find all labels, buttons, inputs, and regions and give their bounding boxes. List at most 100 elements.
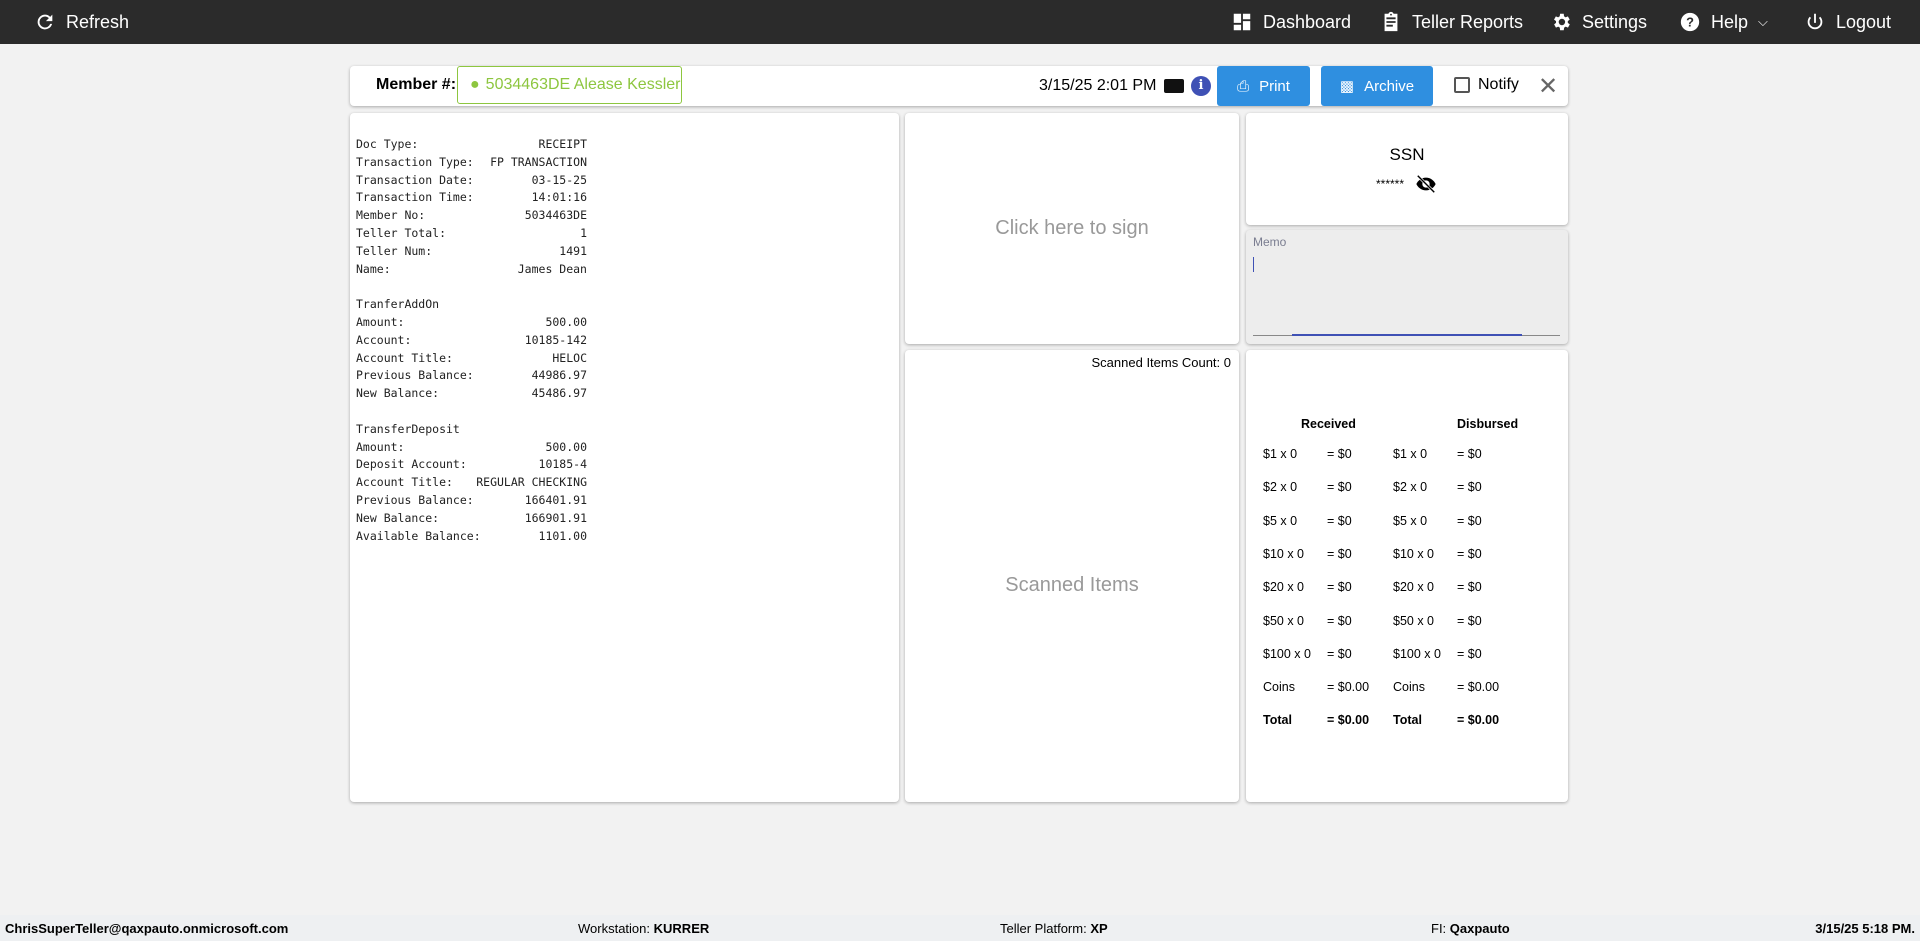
receipt-row: Amount: 500.00 — [356, 440, 587, 458]
receipt-row: Amount: 500.00 — [356, 315, 587, 333]
receipt-row: Available Balance: 1101.00 — [356, 529, 587, 547]
receipt-label: Account Title: — [356, 475, 453, 490]
receipt-label: Deposit Account: — [356, 457, 467, 472]
member-field[interactable]: ● 5034463DE Alease Kessler — [457, 66, 682, 104]
platform-value: XP — [1090, 921, 1108, 936]
received-amount: = $0 — [1327, 646, 1352, 661]
received-denomination: $10 x 0 — [1263, 546, 1305, 561]
disbursed-amount: = $0.00 — [1457, 680, 1500, 695]
receipt-value: 166401.91 — [524, 492, 587, 507]
receipt-value: 1491 — [559, 243, 587, 258]
dashboard-icon — [1233, 13, 1251, 31]
receipt-label: Previous Balance: — [356, 492, 474, 507]
workstation-label: Workstation: — [578, 921, 651, 936]
disbursed-amount: = $0.00 — [1457, 713, 1500, 728]
chevron-down-icon: ⌵ — [1758, 14, 1768, 29]
printer-icon: ⎙ — [1237, 77, 1250, 95]
logout-label: Logout — [1836, 11, 1892, 32]
receipt-value: HELOC — [552, 350, 587, 365]
receipt-label: Previous Balance: — [356, 368, 474, 383]
receipt-label: TransferDeposit — [356, 421, 460, 436]
receipt-row: Doc Type: RECEIPT — [356, 137, 587, 155]
receipt-label: Transaction Time: — [356, 190, 474, 205]
receipt-label: Teller Num: — [356, 243, 433, 258]
receipt-value: REGULAR CHECKING — [476, 475, 587, 490]
dashboard-label: Dashboard — [1263, 11, 1352, 32]
received-denomination: $5 x 0 — [1263, 513, 1298, 528]
disbursed-denomination: $10 x 0 — [1393, 546, 1435, 561]
gear-icon — [1554, 13, 1570, 31]
receipt-row: TransferDeposit — [356, 422, 587, 440]
receipt-row: Teller Num: 1491 — [356, 244, 587, 262]
help-icon: ? — [1680, 12, 1700, 32]
disbursed-denomination: $2 x 0 — [1393, 480, 1428, 495]
receipt-row: Previous Balance: 44986.97 — [356, 368, 587, 386]
member-value: 5034463DE Alease Kessler — [485, 76, 681, 93]
receipt-label: Available Balance: — [356, 528, 481, 543]
receipt-row: Transaction Type: FP TRANSACTION — [356, 155, 587, 173]
status-bar: ChrisSuperTeller@qaxpauto.onmicrosoft.co… — [0, 915, 1920, 941]
cash-summary-panel: Received Disbursed $1 x 0 = $0 $2 x 0 = $0 $… — [1246, 350, 1568, 802]
receipt-panel: Doc Type: RECEIPT Transaction Type: FP TRAN… — [350, 113, 899, 802]
archive-button[interactable]: ▩ Archive — [1321, 66, 1433, 106]
refresh-label: Refresh — [66, 11, 130, 32]
receipt-label: Amount: — [356, 314, 405, 329]
receipt-value: 1101.00 — [538, 528, 587, 543]
refresh-icon — [37, 14, 53, 30]
info-icon[interactable]: i — [1191, 76, 1211, 96]
user-icon: ● — [470, 76, 480, 93]
footer-fi: FI: Qaxpauto — [1431, 921, 1510, 936]
fi-label: FI: — [1431, 921, 1447, 936]
teller-reports-link[interactable]: Teller Reports — [1380, 0, 1523, 44]
notify-checkbox[interactable]: Notify — [1454, 76, 1519, 94]
receipt-spacer — [356, 404, 899, 422]
receipt-value: 500.00 — [545, 439, 587, 454]
footer-datetime: 3/15/25 5:18 PM. — [1815, 921, 1915, 936]
receipt-value: 1 — [580, 225, 587, 240]
receipt-label: Doc Type: — [356, 137, 419, 151]
svg-text:?: ? — [1686, 15, 1694, 30]
receipt-value: 10185-142 — [524, 332, 587, 347]
memo-field[interactable]: Memo — [1246, 230, 1568, 344]
settings-link[interactable]: Settings — [1550, 0, 1647, 44]
memo-focus-bar — [1292, 334, 1522, 336]
refresh-button[interactable]: Refresh — [34, 0, 129, 44]
received-amount: = $0 — [1327, 613, 1352, 628]
receipt-value: 03-15-25 — [531, 172, 587, 187]
scanned-items-title: Scanned Items — [1005, 574, 1139, 596]
receipt-row: Member No: 5034463DE — [356, 208, 587, 226]
memo-label: Memo — [1253, 235, 1287, 249]
received-header: Received — [1301, 417, 1356, 431]
ssn-panel: SSN ****** — [1246, 113, 1568, 225]
received-amount: = $0 — [1327, 513, 1352, 528]
receipt-label: Transaction Type: — [356, 154, 474, 169]
receipt-row: Name: James Dean — [356, 262, 587, 280]
received-amount: = $0 — [1327, 580, 1352, 595]
signature-pad[interactable]: Click here to sign — [905, 113, 1239, 344]
scanned-items-panel: Scanned Items Count: 0 Scanned Items — [905, 350, 1239, 802]
clipboard-icon — [1384, 11, 1398, 32]
disbursed-denomination: Total — [1393, 713, 1422, 728]
received-denomination: $20 x 0 — [1263, 580, 1305, 595]
disbursed-amount: = $0 — [1457, 580, 1482, 595]
receipt-label: Account: — [356, 332, 412, 347]
receipt-value: 14:01:16 — [531, 190, 587, 205]
text-cursor — [1253, 257, 1254, 272]
receipt-label: TranferAddOn — [356, 297, 440, 312]
logout-button[interactable]: Logout — [1804, 0, 1891, 44]
print-button[interactable]: ⎙ Print — [1217, 66, 1310, 106]
eye-off-icon[interactable] — [1414, 173, 1438, 195]
fi-value: Qaxpauto — [1449, 921, 1510, 936]
keyboard-icon[interactable] — [1164, 79, 1184, 93]
help-menu[interactable]: ? Help ⌵ — [1679, 0, 1768, 44]
archive-label: Archive — [1364, 77, 1415, 95]
close-icon[interactable]: ✕ — [1538, 73, 1559, 100]
receipt-value: 10185-4 — [538, 457, 587, 472]
checkbox-icon — [1454, 77, 1470, 93]
disbursed-denomination: Coins — [1393, 680, 1425, 695]
power-icon — [1807, 13, 1823, 30]
receipt-label: Name: — [356, 261, 391, 276]
disbursed-denomination: $50 x 0 — [1393, 613, 1435, 628]
dashboard-link[interactable]: Dashboard — [1231, 0, 1351, 44]
top-nav-bar: Refresh Dashboard Teller Reports Setting… — [0, 0, 1920, 44]
